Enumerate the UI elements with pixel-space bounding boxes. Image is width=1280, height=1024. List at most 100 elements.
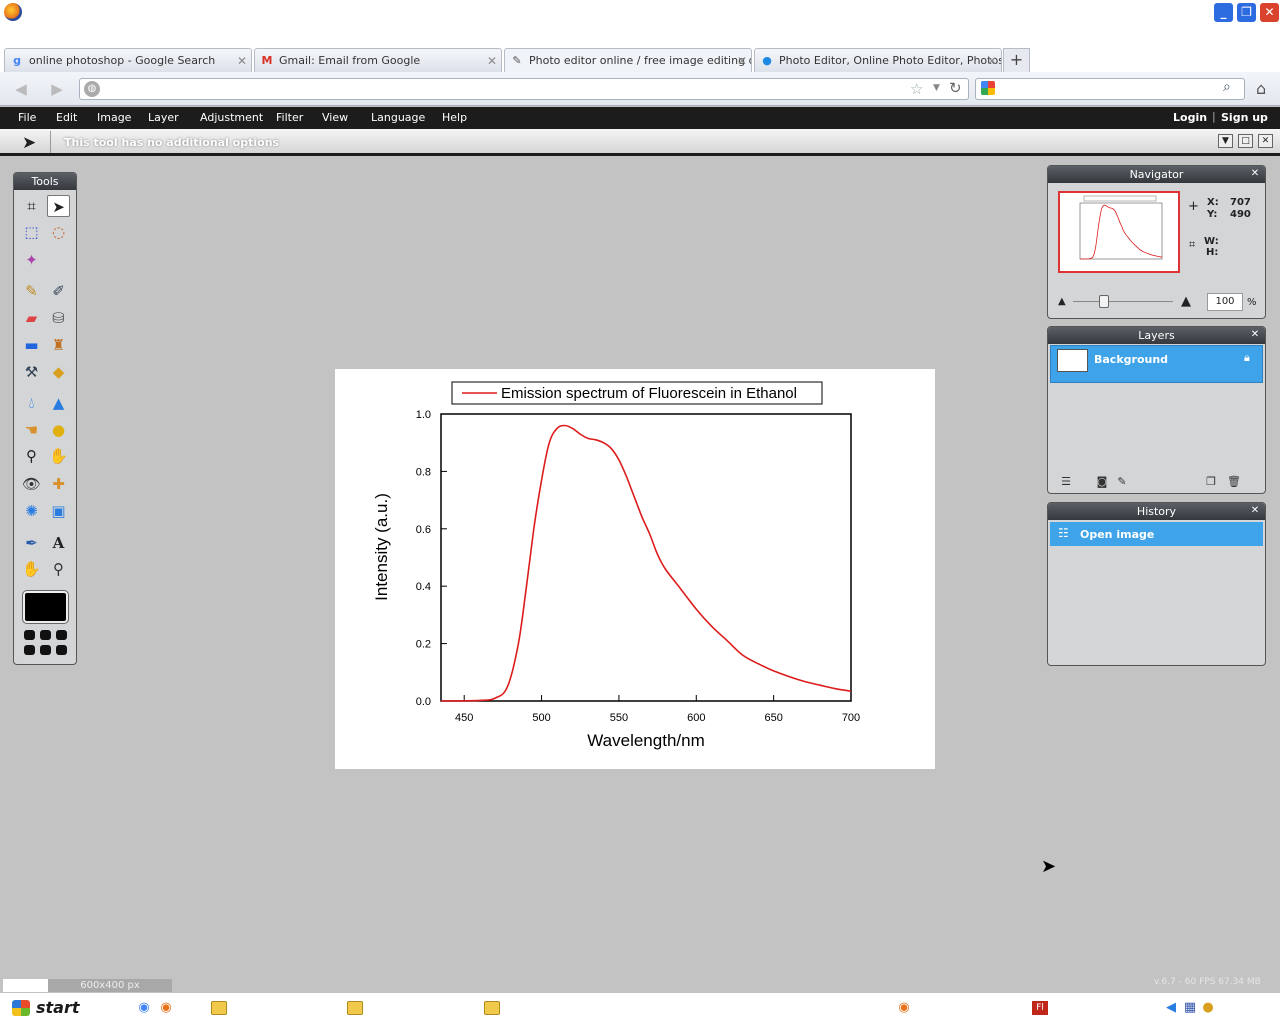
folder-icon[interactable] [347,1001,363,1015]
status-zoom-field[interactable] [3,979,48,992]
brush-tool-icon[interactable]: ✐ [52,282,65,300]
chrome-icon[interactable]: ◉ [138,1000,150,1015]
tab-close-icon[interactable]: ✕ [986,54,997,68]
layer-settings-icon[interactable]: ☰ [1061,475,1071,488]
folder-icon[interactable] [484,1001,500,1015]
close-icon[interactable]: ✕ [1250,505,1260,516]
firefox-icon[interactable]: ◉ [898,1000,910,1015]
gradient-tool-icon[interactable]: ▬ [24,336,39,354]
palette-dot[interactable] [24,645,35,655]
image-canvas[interactable]: Emission spectrum of Fluorescein in Etha… [335,369,935,769]
search-icon[interactable]: ⌕ [1223,79,1231,95]
palette-dot[interactable] [56,645,67,655]
firefox-logo-icon[interactable] [4,3,22,21]
history-row[interactable] [1050,522,1263,546]
tray-app-icon[interactable]: ● [1202,1000,1214,1015]
palette-dot[interactable] [40,630,51,640]
tab-gmail[interactable]: M Gmail: Email from Google ✕ [254,48,502,72]
windows-logo-icon[interactable] [12,1000,30,1016]
layer-style-icon[interactable]: ✎ [1117,475,1127,488]
tab-photo-editor[interactable]: ✎ Photo editor online / free image editi… [504,48,752,72]
reload-icon[interactable]: ↻ [949,79,962,97]
move-tool-icon[interactable]: ➤ [47,195,70,217]
crop-tool-icon[interactable]: ⌗ [27,197,36,215]
search-input[interactable] [975,78,1245,100]
signup-link[interactable]: Sign up [1221,111,1268,124]
menu-adjustment[interactable]: Adjustment [200,111,264,124]
menu-language[interactable]: Language [371,111,426,124]
lasso-tool-icon[interactable]: ◌ [51,223,66,241]
layer-mask-icon[interactable]: ◙ [1096,475,1108,488]
burn-tool-icon[interactable]: ✋ [49,447,68,465]
menu-file[interactable]: File [18,111,37,124]
smudge-tool-icon[interactable]: ☚ [24,421,39,439]
eyedropper-tool-icon[interactable]: ✒ [25,534,38,552]
menu-filter[interactable]: Filter [276,111,304,124]
spot-heal-tool-icon[interactable]: ✚ [52,475,65,493]
tab-close-icon[interactable]: ✕ [236,54,247,68]
firefox-icon[interactable]: ◉ [160,1000,172,1015]
palette-dot[interactable] [24,630,35,640]
tray-arrow-icon[interactable]: ◀ [1166,1000,1176,1015]
pinch-tool-icon[interactable]: ▣ [51,502,66,520]
maximize-button[interactable]: ❐ [1237,3,1256,22]
bucket-tool-icon[interactable]: ⛁ [52,309,65,327]
color-swatch[interactable] [22,590,69,624]
close-icon[interactable]: ✕ [1250,168,1260,179]
new-layer-icon[interactable]: ❐ [1206,475,1216,488]
menu-help[interactable]: Help [442,111,468,124]
sharpen-tool-icon[interactable]: ▲ [52,394,65,412]
dropdown-icon[interactable]: ▼ [933,83,940,93]
tab-google-search[interactable]: g online photoshop - Google Search ✕ [4,48,252,72]
color-replace-icon[interactable]: ⚒ [24,363,39,381]
lock-icon[interactable]: 🔒︎ [1244,351,1250,364]
zoom-tool-icon[interactable]: ⚲ [53,560,64,578]
restore-icon[interactable]: □ [1238,134,1253,148]
url-input[interactable] [79,78,969,100]
forward-arrow-icon[interactable]: ▶ [51,80,63,98]
tab-close-icon[interactable]: ✕ [736,54,747,68]
dodge-tool-icon[interactable]: ⚲ [26,447,37,465]
zoom-slider-handle[interactable] [1099,295,1109,308]
start-button[interactable]: start [36,998,80,1017]
new-tab-button[interactable]: + [1003,48,1030,72]
menu-layer[interactable]: Layer [148,111,179,124]
zoom-out-icon[interactable]: ▲ [1058,296,1066,307]
navigator-thumbnail[interactable] [1058,191,1180,273]
tab-close-icon[interactable]: ✕ [486,54,497,68]
close-icon[interactable]: ✕ [1258,134,1273,148]
zoom-in-icon[interactable]: ▲ [1181,294,1191,309]
close-icon[interactable]: ✕ [1250,329,1260,340]
bloat-tool-icon[interactable]: ✺ [25,502,38,520]
login-link[interactable]: Login [1173,111,1208,124]
zoom-slider-track[interactable] [1073,301,1173,302]
stamp-tool-icon[interactable]: ♜ [51,336,66,354]
marquee-tool-icon[interactable]: ⬚ [24,223,39,241]
palette-dot[interactable] [40,645,51,655]
bookmark-star-icon[interactable]: ☆ [910,80,924,98]
eraser-tool-icon[interactable]: ▰ [25,309,38,327]
minimize-button[interactable]: _ [1214,3,1233,22]
magic-wand-icon[interactable]: ✦ [25,251,38,269]
shape-tool-icon[interactable]: ◆ [52,363,65,381]
pencil-tool-icon[interactable]: ✎ [25,282,38,300]
home-icon[interactable]: ⌂ [1256,79,1267,98]
menu-view[interactable]: View [322,111,349,124]
flash-icon[interactable]: Fl [1032,1001,1048,1015]
google-search-engine-icon[interactable] [981,81,995,95]
red-eye-tool-icon[interactable]: 👁︎ [21,475,42,493]
palette-dot[interactable] [56,630,67,640]
menu-edit[interactable]: Edit [56,111,78,124]
sponge-tool-icon[interactable]: ● [51,421,66,439]
trash-icon[interactable]: 🗑︎ [1227,475,1241,488]
text-tool-icon[interactable]: A [52,534,65,552]
drop-tool-icon[interactable]: 💧︎ [28,394,35,412]
network-icon[interactable]: ▦ [1183,1000,1197,1015]
back-arrow-icon[interactable]: ◀ [15,80,27,98]
zoom-field[interactable]: 100 [1207,293,1243,311]
tab-photo-editor-online[interactable]: ● Photo Editor, Online Photo Editor, Pho… [754,48,1002,72]
menu-image[interactable]: Image [97,111,132,124]
collapse-icon[interactable]: ▼ [1218,134,1233,148]
folder-icon[interactable] [211,1001,227,1015]
close-window-button[interactable]: ✕ [1260,3,1279,22]
